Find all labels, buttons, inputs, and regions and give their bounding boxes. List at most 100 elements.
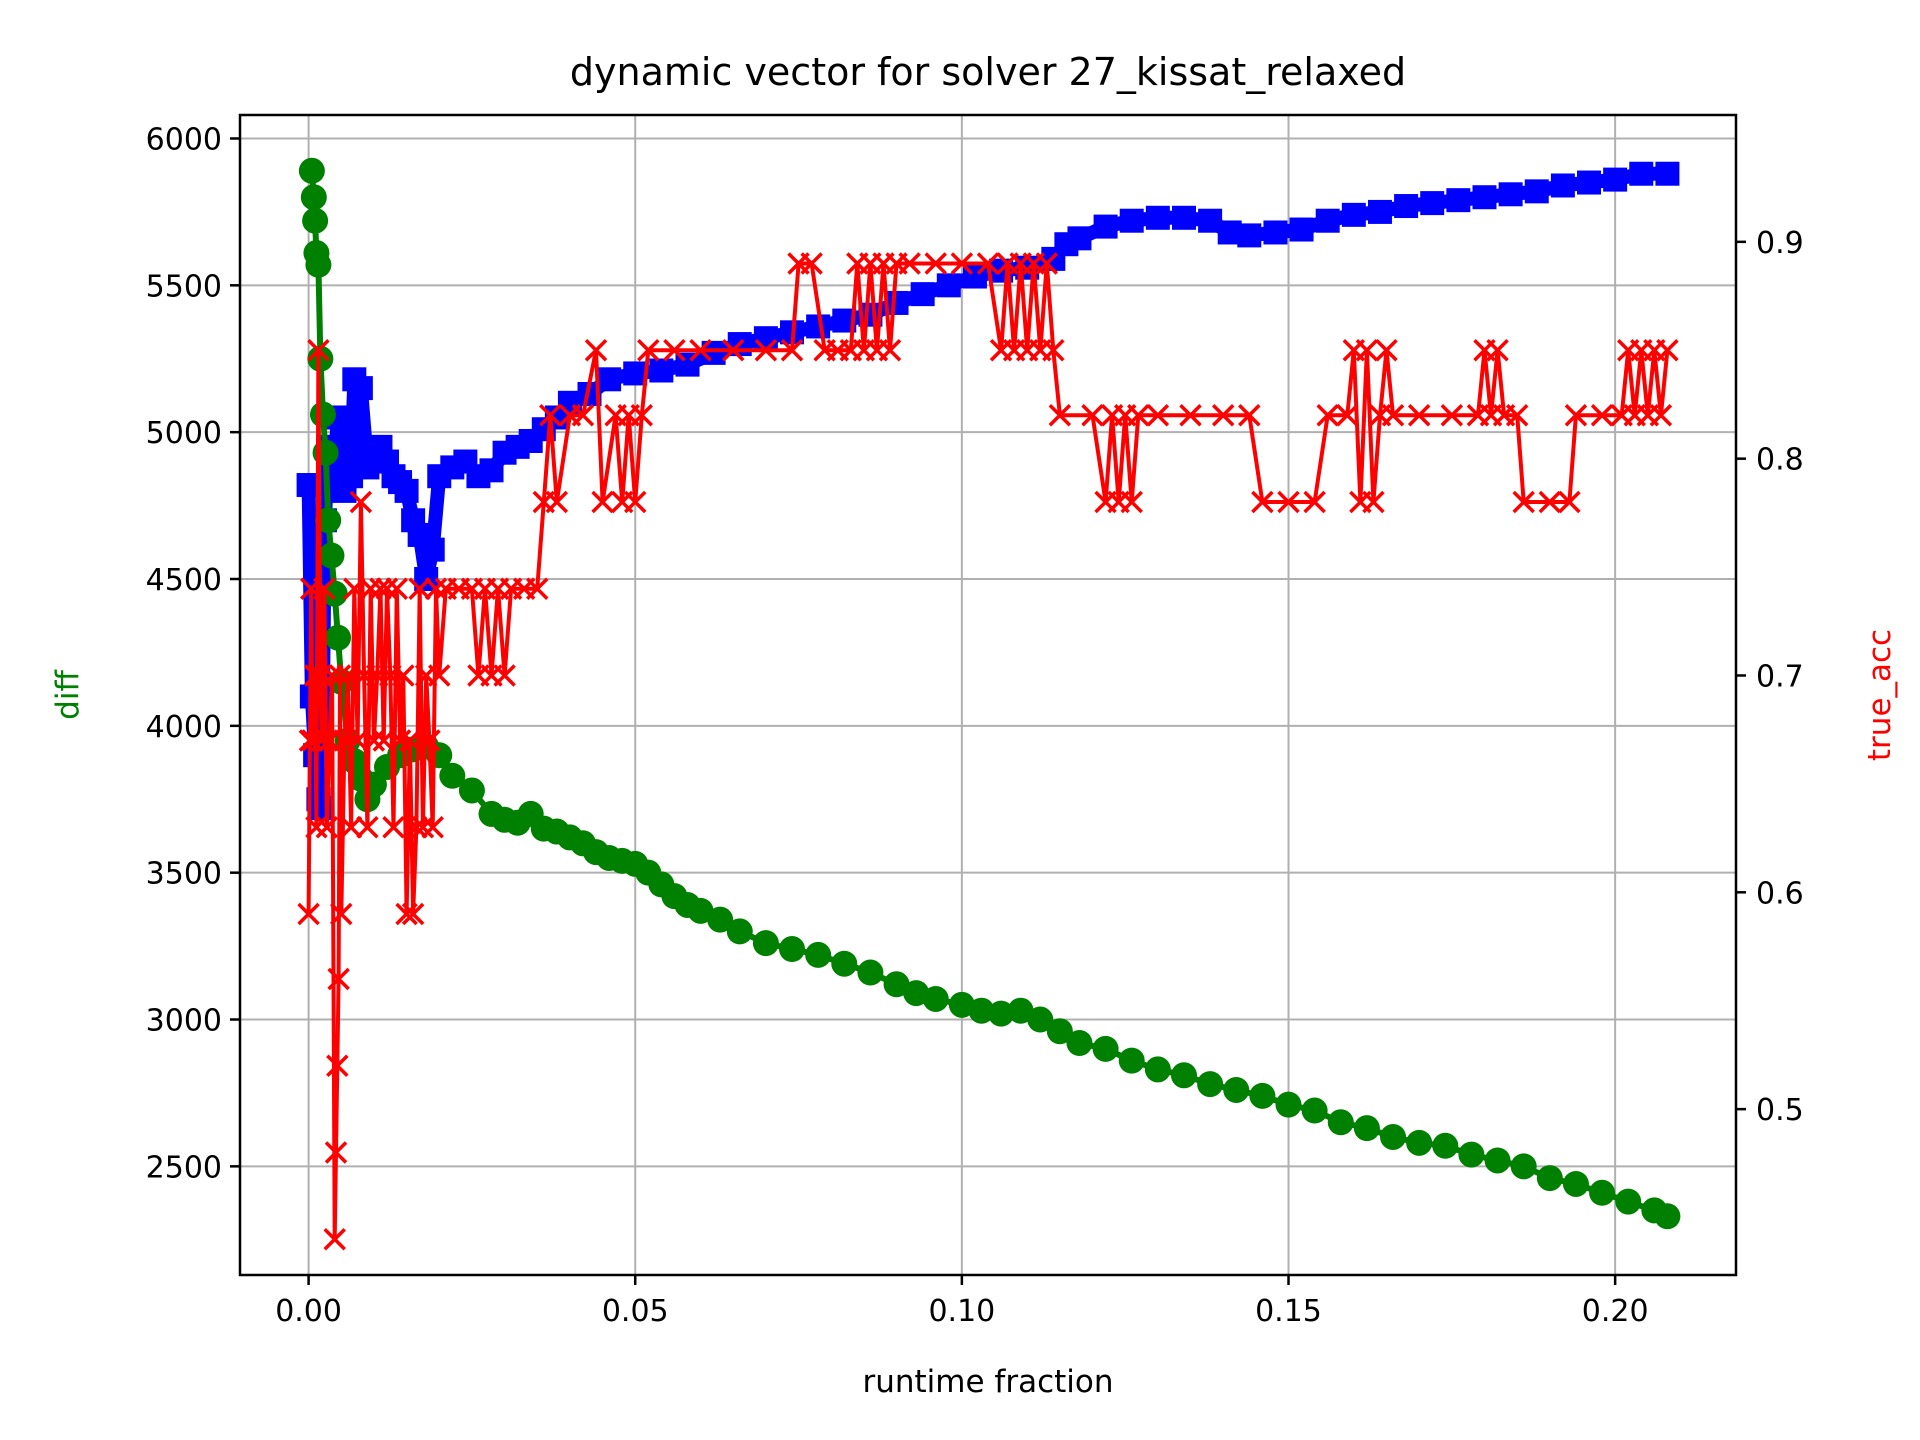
data-point	[1432, 1132, 1459, 1159]
data-point	[1336, 404, 1359, 427]
series-line	[301, 166, 1668, 816]
data-point	[323, 1227, 346, 1251]
data-point	[356, 816, 379, 839]
data-point	[1538, 490, 1562, 514]
x-axis-label: runtime fraction	[862, 1364, 1113, 1400]
data-point	[976, 252, 1000, 275]
y-tick-label: 3000	[146, 1004, 222, 1039]
data-point	[883, 971, 910, 998]
data-point	[318, 542, 345, 569]
x-tick-label: 0.05	[602, 1294, 669, 1329]
data-point	[458, 777, 485, 804]
data-point	[1589, 1179, 1616, 1206]
data-point	[910, 282, 935, 307]
ticks: 0.00 0.05 0.10 0.15 0.20 2500 3000 3500 4000 4500…	[146, 122, 1804, 1329]
data-point	[1353, 1115, 1380, 1142]
data-point	[1249, 1082, 1276, 1109]
data-point	[315, 816, 339, 839]
data-point	[1486, 339, 1509, 362]
data-point	[348, 376, 373, 401]
data-point	[1048, 404, 1072, 427]
data-point	[1144, 1056, 1171, 1083]
data-point	[649, 358, 674, 383]
data-point	[1406, 1129, 1433, 1156]
data-point	[780, 339, 804, 362]
data-point	[401, 902, 425, 926]
data-point	[359, 577, 382, 600]
y-axis-label: diff	[50, 670, 86, 720]
data-point	[630, 404, 654, 427]
data-point	[831, 950, 858, 977]
data-point	[924, 252, 947, 275]
data-point	[1251, 490, 1274, 514]
data-point	[1119, 208, 1144, 233]
data-point	[1223, 1076, 1250, 1103]
data-point	[1505, 404, 1529, 427]
data-point	[1394, 194, 1419, 219]
data-point	[339, 816, 363, 839]
data-point	[305, 816, 328, 839]
data-point	[726, 918, 753, 945]
data-point	[1341, 202, 1366, 227]
data-point	[324, 624, 351, 651]
data-point	[1007, 997, 1034, 1024]
data-point	[375, 577, 399, 600]
x-tick-label: 0.20	[1582, 1294, 1649, 1329]
data-point	[779, 936, 806, 963]
data-point	[545, 490, 569, 514]
data-point	[1277, 490, 1300, 514]
data-point	[418, 729, 441, 752]
data-point	[1035, 252, 1059, 275]
data-point	[1327, 1109, 1354, 1136]
data-point	[1367, 199, 1392, 224]
data-point	[493, 664, 516, 687]
data-point	[1170, 1062, 1197, 1089]
y-tick-label: 4500	[146, 563, 222, 598]
data-point	[878, 339, 902, 362]
data-point	[922, 985, 949, 1012]
data-point	[324, 1141, 348, 1164]
data-point	[1355, 339, 1379, 362]
data-point	[411, 816, 435, 839]
data-point	[1536, 1165, 1563, 1192]
data-point	[1654, 1203, 1681, 1230]
data-point	[1510, 1153, 1537, 1180]
data-point	[398, 729, 422, 752]
data-point	[968, 997, 995, 1024]
data-point	[1118, 1047, 1145, 1074]
y-tick-label: 2500	[146, 1150, 222, 1185]
data-point	[420, 537, 445, 562]
data-point	[1120, 490, 1143, 514]
data-point	[349, 490, 373, 514]
data-point	[1524, 179, 1549, 204]
data-point	[637, 339, 660, 362]
data-point	[369, 577, 392, 600]
data-point	[395, 902, 418, 926]
data-point	[313, 577, 336, 600]
data-point	[948, 991, 975, 1018]
data-point	[1092, 1035, 1119, 1062]
data-point	[300, 184, 327, 211]
data-point	[327, 967, 350, 991]
data-point	[303, 664, 327, 687]
data-point	[1420, 191, 1445, 216]
data-point	[1179, 404, 1202, 427]
data-point	[591, 490, 614, 514]
data-point	[687, 897, 714, 924]
data-point	[439, 762, 466, 789]
data-point	[1649, 404, 1673, 427]
data-point	[1550, 173, 1575, 198]
data-point	[382, 816, 405, 839]
y2-tick-label: 0.8	[1756, 443, 1804, 478]
data-point	[663, 339, 686, 362]
x-tick-label: 0.15	[1255, 1294, 1322, 1329]
data-point	[1590, 404, 1614, 427]
data-point	[800, 252, 823, 275]
data-point	[301, 729, 324, 752]
data-point	[1380, 1123, 1407, 1150]
data-point	[372, 729, 395, 752]
data-point	[857, 959, 884, 986]
data-point	[1066, 1030, 1093, 1056]
data-point	[362, 729, 386, 752]
